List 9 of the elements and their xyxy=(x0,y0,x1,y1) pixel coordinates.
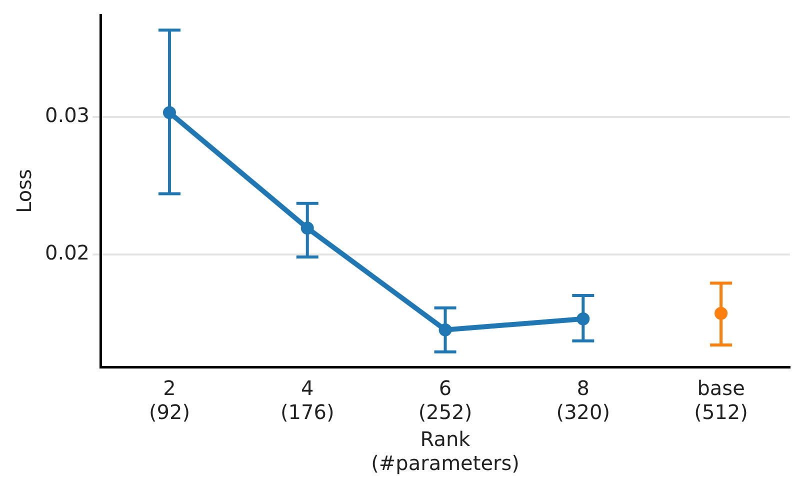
x-tick-label: base (512) xyxy=(694,376,748,424)
x-tick-label: 8 (320) xyxy=(556,376,610,424)
x-tick-label: 4 (176) xyxy=(280,376,334,424)
y-tick-label: 0.02 xyxy=(45,240,90,264)
y-tick-label: 0.03 xyxy=(45,102,90,127)
x-tick-label: 6 (252) xyxy=(418,376,472,424)
y-axis-title: Loss xyxy=(12,169,36,213)
x-axis-title: Rank (#parameters) xyxy=(371,427,520,476)
x-tick-label: 2 (92) xyxy=(148,376,190,424)
